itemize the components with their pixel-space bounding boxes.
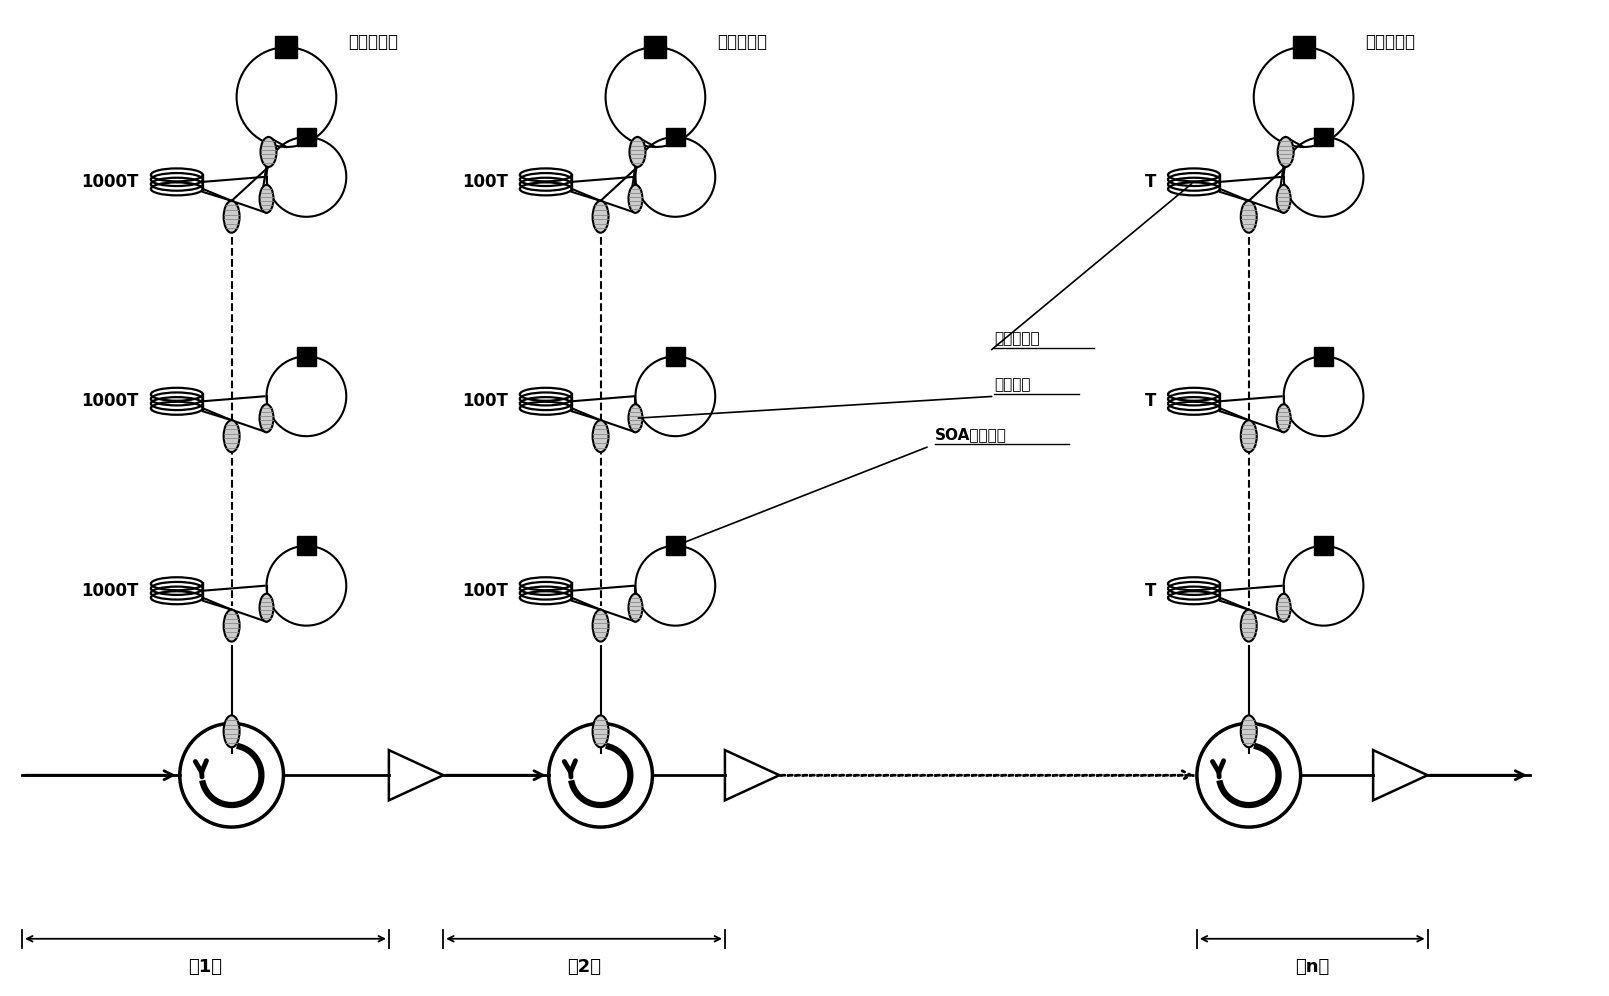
Bar bbox=[645, 36, 666, 58]
Bar bbox=[298, 347, 315, 366]
Text: 第2段: 第2段 bbox=[566, 958, 602, 976]
Ellipse shape bbox=[1276, 594, 1290, 622]
Bar bbox=[666, 537, 685, 556]
Text: 开关控制环: 开关控制环 bbox=[718, 33, 767, 51]
Text: 光耦合器: 光耦合器 bbox=[994, 377, 1031, 392]
Ellipse shape bbox=[1276, 404, 1290, 432]
Ellipse shape bbox=[1241, 201, 1257, 233]
Text: SOA光开关门: SOA光开关门 bbox=[935, 427, 1007, 442]
Text: 100T: 100T bbox=[462, 582, 508, 600]
Bar bbox=[275, 36, 298, 58]
Ellipse shape bbox=[224, 420, 240, 452]
Bar bbox=[1292, 36, 1315, 58]
Text: 开关控制环: 开关控制环 bbox=[348, 33, 399, 51]
Ellipse shape bbox=[592, 201, 608, 233]
Ellipse shape bbox=[224, 715, 240, 747]
Ellipse shape bbox=[1278, 137, 1294, 167]
Bar bbox=[1315, 537, 1332, 556]
Text: 1000T: 1000T bbox=[82, 392, 138, 410]
Text: 100T: 100T bbox=[462, 392, 508, 410]
Ellipse shape bbox=[629, 185, 642, 213]
Text: 第n段: 第n段 bbox=[1295, 958, 1329, 976]
Ellipse shape bbox=[592, 715, 608, 747]
Ellipse shape bbox=[629, 404, 642, 432]
Ellipse shape bbox=[224, 610, 240, 641]
Text: 100T: 100T bbox=[462, 173, 508, 191]
Ellipse shape bbox=[259, 404, 274, 432]
Text: 1000T: 1000T bbox=[82, 582, 138, 600]
Ellipse shape bbox=[259, 185, 274, 213]
Text: 第1段: 第1段 bbox=[188, 958, 222, 976]
Bar bbox=[298, 127, 315, 146]
Text: T: T bbox=[1144, 582, 1155, 600]
Ellipse shape bbox=[629, 137, 645, 167]
Text: 开关控制环: 开关控制环 bbox=[1366, 33, 1416, 51]
Bar bbox=[1315, 347, 1332, 366]
Ellipse shape bbox=[261, 137, 277, 167]
Ellipse shape bbox=[592, 420, 608, 452]
Ellipse shape bbox=[592, 610, 608, 641]
Text: T: T bbox=[1144, 173, 1155, 191]
Bar bbox=[666, 347, 685, 366]
Ellipse shape bbox=[1241, 420, 1257, 452]
Ellipse shape bbox=[224, 201, 240, 233]
Text: 1000T: 1000T bbox=[82, 173, 138, 191]
Text: 光纤延时线: 光纤延时线 bbox=[994, 332, 1039, 347]
Bar bbox=[298, 537, 315, 556]
Ellipse shape bbox=[1241, 715, 1257, 747]
Text: T: T bbox=[1144, 392, 1155, 410]
Bar bbox=[1315, 127, 1332, 146]
Ellipse shape bbox=[1276, 185, 1290, 213]
Ellipse shape bbox=[629, 594, 642, 622]
Bar bbox=[666, 127, 685, 146]
Ellipse shape bbox=[1241, 610, 1257, 641]
Ellipse shape bbox=[259, 594, 274, 622]
